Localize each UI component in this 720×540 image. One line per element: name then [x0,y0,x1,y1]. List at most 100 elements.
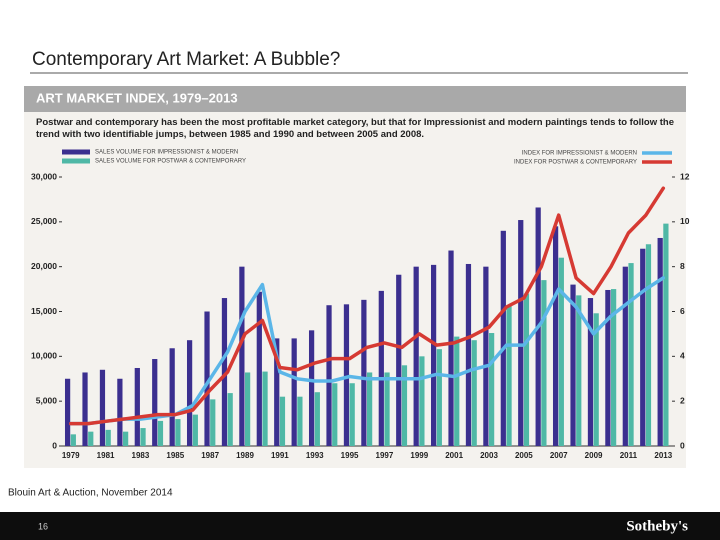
bar [622,266,628,446]
bar [256,291,262,446]
bar [483,266,489,446]
footer-bar [0,512,720,540]
bar [221,298,228,446]
x-tick-label: 2005 [515,451,533,460]
x-tick-label: 2007 [550,451,568,460]
bar [500,230,506,446]
bar [361,299,367,446]
bar [123,431,129,446]
legend-label: INDEX FOR IMPRESSIONIST & MODERN [522,151,637,157]
y2-tick-label: 8 [680,261,685,271]
legend-swatch [62,158,90,164]
bar [349,383,355,446]
bar [88,431,94,446]
y-tick-label: 5,000 [36,395,58,405]
x-tick-label: 1987 [201,451,219,460]
bar [576,295,582,446]
y2-tick-label: 12 [680,171,690,181]
logo: Sotheby's [626,518,688,534]
x-tick-label: 1997 [376,451,394,460]
legend-swatch [62,149,90,155]
bar [105,429,111,446]
bar [239,266,245,446]
y-tick-label: 25,000 [31,216,57,226]
bar [384,372,390,446]
bar [210,399,216,446]
chart-background [24,86,686,468]
y-tick-label: 30,000 [31,171,57,181]
legend-label: INDEX FOR POSTWAR & CONTEMPORARY [514,160,637,166]
bar [169,348,175,446]
bar [117,378,123,446]
y2-tick-label: 4 [680,351,685,361]
bar [605,289,611,446]
bar [82,372,88,446]
bar [506,306,512,446]
source: Blouin Art & Auction, November 2014 [8,488,173,499]
bar [489,333,495,446]
bar [308,330,315,446]
chart-header-band [24,86,686,112]
bar [367,372,373,446]
bar [279,396,286,446]
bar [140,428,146,446]
bar [628,263,634,446]
bar [518,220,524,446]
x-tick-label: 1981 [97,451,115,460]
chart-title: ART MARKET INDEX, 1979–2013 [36,90,238,105]
y2-tick-label: 6 [680,306,685,316]
bar [157,420,164,446]
x-tick-label: 2001 [445,451,463,460]
y2-tick-label: 0 [680,440,685,450]
x-tick-label: 2011 [620,451,638,460]
bar [204,311,210,446]
y-tick-label: 0 [52,440,57,450]
y2-tick-label: 10 [680,216,690,226]
y-tick-label: 10,000 [31,351,57,361]
y2-tick-label: 2 [680,395,685,405]
bar [152,359,158,446]
x-tick-label: 1995 [341,451,359,460]
bar [454,336,460,446]
bar [297,396,303,446]
bar [262,371,268,446]
bar [64,378,71,446]
bar [274,338,280,446]
page-number: 16 [38,521,48,531]
bar [175,419,181,446]
x-tick-label: 1979 [62,451,80,460]
bar [593,313,599,446]
bar [541,280,547,446]
bar [70,434,76,446]
bar [396,274,402,446]
bar [436,349,442,446]
x-tick-label: 1999 [410,451,428,460]
bar [192,414,198,446]
x-tick-label: 2003 [480,451,498,460]
bar [663,223,669,446]
bar [134,367,140,446]
bar [245,372,251,446]
x-tick-label: 1991 [271,451,289,460]
bar [448,250,454,446]
y-tick-label: 15,000 [31,306,57,316]
x-tick-label: 1993 [306,451,324,460]
bar [640,248,646,446]
x-tick-label: 2009 [585,451,603,460]
bar [186,340,193,446]
y-tick-label: 20,000 [31,261,57,271]
bar [587,298,594,446]
bar [558,257,564,446]
bar [471,340,477,446]
chart-subtitle: Postwar and contemporary has been the mo… [36,117,674,140]
bar [314,392,320,446]
bar [523,293,530,446]
x-tick-label: 2013 [654,451,672,460]
bar [419,356,425,446]
bar [465,263,472,446]
bar [413,266,419,446]
bar [332,383,338,446]
x-tick-label: 1985 [166,451,184,460]
